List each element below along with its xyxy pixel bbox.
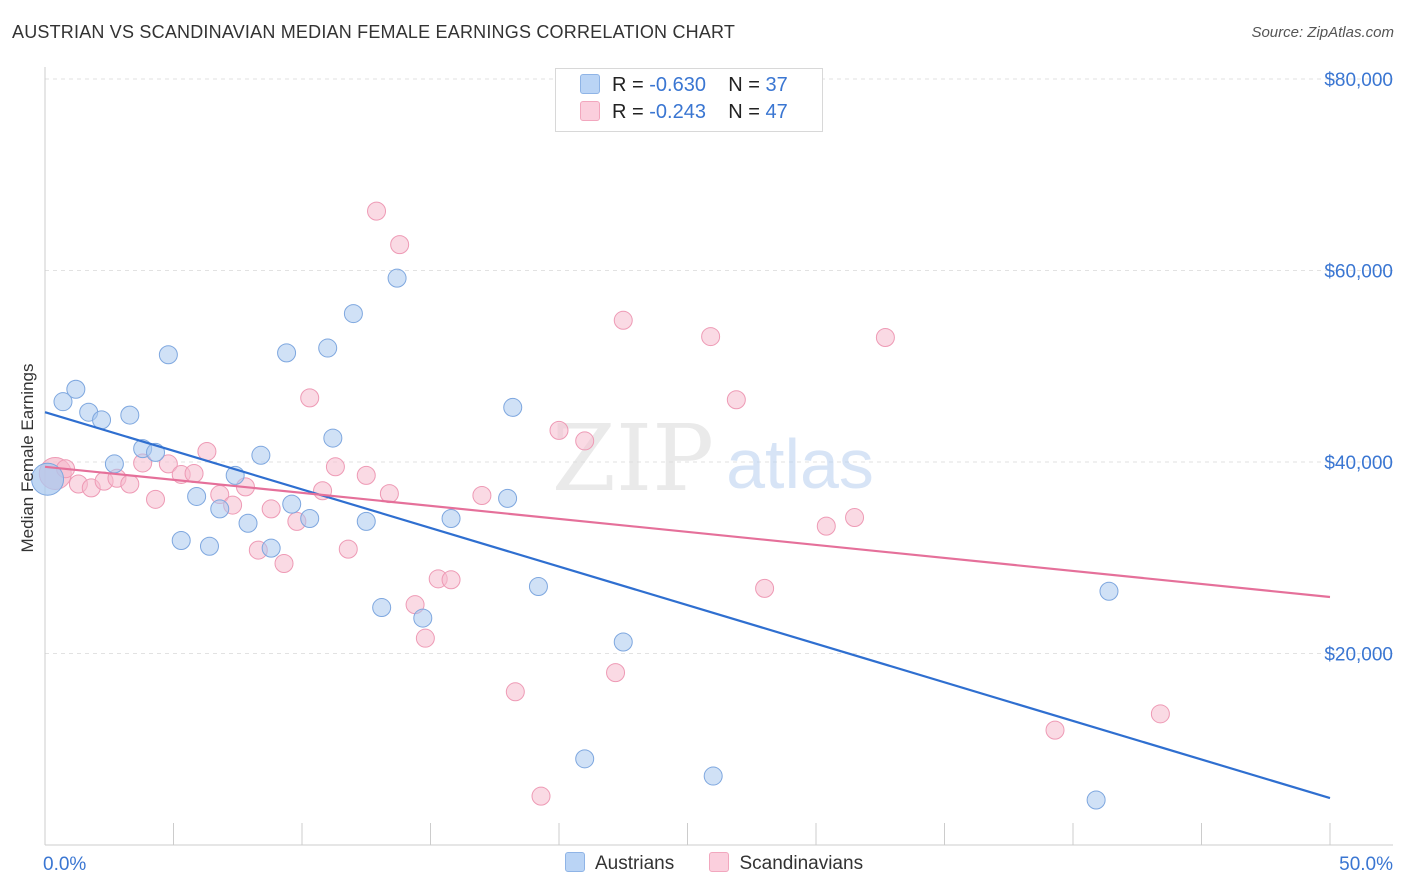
scandinavians-point [816,516,836,536]
scandinavians-point [701,327,721,347]
y-tick-label: $40,000 [1324,453,1393,474]
austrians-point [343,304,363,324]
scandinavians-point [390,235,410,255]
austrians-point [187,486,207,506]
austrians-point [323,428,343,448]
scandinavians-point [325,457,345,477]
regression-lines [44,411,1331,800]
correlation-legend: R = -0.630 N = 37 R = -0.243 N = 47 [555,68,823,132]
austrians-point [277,343,297,363]
scandinavians-point [726,390,746,410]
scandinavians-point [575,431,595,451]
austrians-point [53,392,73,412]
austrians-point [146,442,166,462]
austrians-point [1099,581,1119,601]
source-label: Source: ZipAtlas.com [1251,24,1394,41]
austrians-point [158,345,178,365]
tick-labels: $20,000 $40,000 $60,000 $80,000 0.0% 50.0% [43,70,1393,875]
scandinavians-point [1150,704,1170,724]
scandinavians-point [472,486,492,506]
watermark-atlas: atlas [726,425,874,503]
scandinavians-point [845,508,865,528]
austrians-point [31,462,65,496]
legend-item-austrians[interactable]: Austrians [565,852,674,875]
austrians-point [300,508,320,528]
austrians-point [503,397,523,417]
austrians-point [387,268,407,288]
chart-title: AUSTRIAN VS SCANDINAVIAN MEDIAN FEMALE E… [12,22,736,42]
austrians-point [210,499,230,519]
scandinavians-point [531,786,551,806]
austrians-point [66,379,86,399]
austrians-r-value: -0.630 [649,74,706,96]
scandinavians-point [379,484,399,504]
scandinavians-point [441,570,461,590]
austrians-point [318,338,338,358]
x-tick-label-min: 0.0% [43,854,86,875]
scandinavians-point [158,454,178,474]
austrians-point [703,766,723,786]
austrians-point [528,576,548,596]
y-tick-label: $20,000 [1324,645,1393,666]
austrians-point [199,536,219,556]
austrians-point [1086,790,1106,810]
austrians-n-value: 37 [765,74,788,96]
austrians-point [498,488,518,508]
scandinavians-r-value: -0.243 [649,101,706,123]
legend-row-austrians: R = -0.630 N = 37 [580,74,788,100]
austrians-point [104,454,124,474]
scandinavians-point [549,420,569,440]
austrians-point [372,598,392,618]
axes [44,67,1393,846]
austrians-points [31,268,1119,810]
austrians-point [575,749,595,769]
scandinavians-point [356,465,376,485]
scandinavians-n-value: 47 [765,101,788,123]
austrians-point [413,608,433,628]
scandinavians-point [197,441,217,461]
y-axis-label: Median Female Earnings [18,363,37,553]
austrians-trend-line [44,411,1331,800]
austrians-point [120,405,140,425]
series-legend: Austrians Scandinavians [565,852,893,875]
watermark-zip: ZIP [552,405,714,512]
austrians-point [261,538,281,558]
y-tick-label: $60,000 [1324,262,1393,283]
scandinavians-point [261,499,281,519]
austrians-point [441,508,461,528]
scandinavians-point [755,578,775,598]
scandinavians-point [415,628,435,648]
y-tick-label: $80,000 [1324,70,1393,91]
scandinavians-point [367,201,387,221]
austrians-point [356,511,376,531]
austrians-point [238,513,258,533]
scandinavians-trend-line [44,465,1331,599]
austrians-point [613,632,633,652]
austrians-point [251,445,271,465]
scandinavians-point [606,663,626,683]
legend-item-scandinavians[interactable]: Scandinavians [709,852,863,875]
gridlines [45,78,1393,654]
austrians-point [171,531,191,551]
scandinavians-point [300,388,320,408]
scandinavians-point [613,310,633,330]
scandinavians-point [274,553,294,573]
austrians-legend-swatch [565,852,585,872]
scandinavians-legend-swatch [709,852,730,872]
scandinavians-point [1045,720,1065,740]
x-tick-label-max: 50.0% [1339,854,1393,875]
scandinavians-point [184,463,204,483]
austrians-swatch [580,74,600,94]
scandinavians-point [338,539,358,559]
scandinavians-point [505,682,525,702]
austrians-point [282,494,302,514]
watermark: ZIP atlas [552,405,874,512]
legend-row-scandinavians: R = -0.243 N = 47 [580,101,788,127]
scandinavians-point [875,328,895,348]
scandinavians-point [146,489,166,509]
scandinavians-swatch [580,101,600,121]
scandinavians-point [120,474,140,494]
